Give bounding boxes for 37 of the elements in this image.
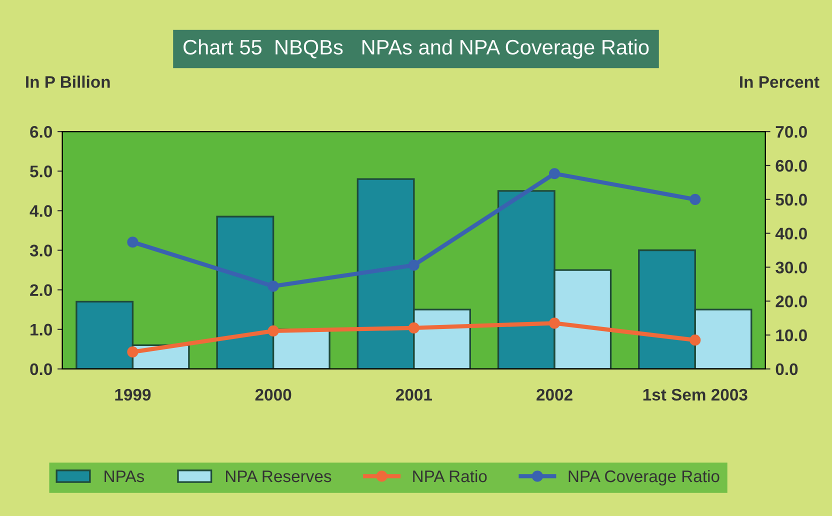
point [127,236,138,248]
y-tick-label: 2.0 [30,284,52,296]
x-tick-label: 1st Sem 2003 [643,388,748,401]
x-tick-label: 2002 [536,388,572,401]
y2-tick-label: 40.0 [775,228,807,240]
y2-tick-label: 60.0 [776,160,807,172]
y-tick-label: 4.0 [30,205,52,217]
y2-tick-label: 50.0 [776,194,807,206]
point [127,346,138,358]
point [548,318,560,329]
point [690,334,701,346]
legend-label: NPAs [104,470,144,482]
y2-tick-label: 70.0 [776,126,807,138]
y-tick-label: 5.0 [30,166,52,178]
y2-tick-label: 30.0 [776,262,807,274]
y-tick-label: 3.0 [30,244,52,256]
point [408,322,420,334]
point [408,260,420,271]
x-tick-label: 2000 [255,388,292,401]
y2-axis-title: In Percent [740,76,820,88]
legend-label: NPA Coverage Ratio [568,470,720,486]
y-tick-label: 0.0 [30,363,52,376]
y-axis-title: In P Billion [26,76,110,88]
legend-label: NPA Ratio [413,470,487,482]
y2-tick-label: 0.0 [776,363,798,376]
y2-tick-label: 20.0 [776,296,807,308]
x-tick-label: 2001 [396,388,432,401]
y-tick-label: 1.0 [30,324,52,336]
point [268,325,279,337]
x-tick-label: 1999 [115,388,151,401]
y-tick-label: 6.0 [30,126,52,138]
point [268,280,279,292]
legend-label: NPA Reserves [226,470,332,482]
y2-tick-label: 10.0 [776,329,807,342]
point [548,168,560,180]
chart-title: Chart 55 NBQBs NPAs and NPA Coverage Ratio [184,39,649,59]
point [690,194,701,205]
